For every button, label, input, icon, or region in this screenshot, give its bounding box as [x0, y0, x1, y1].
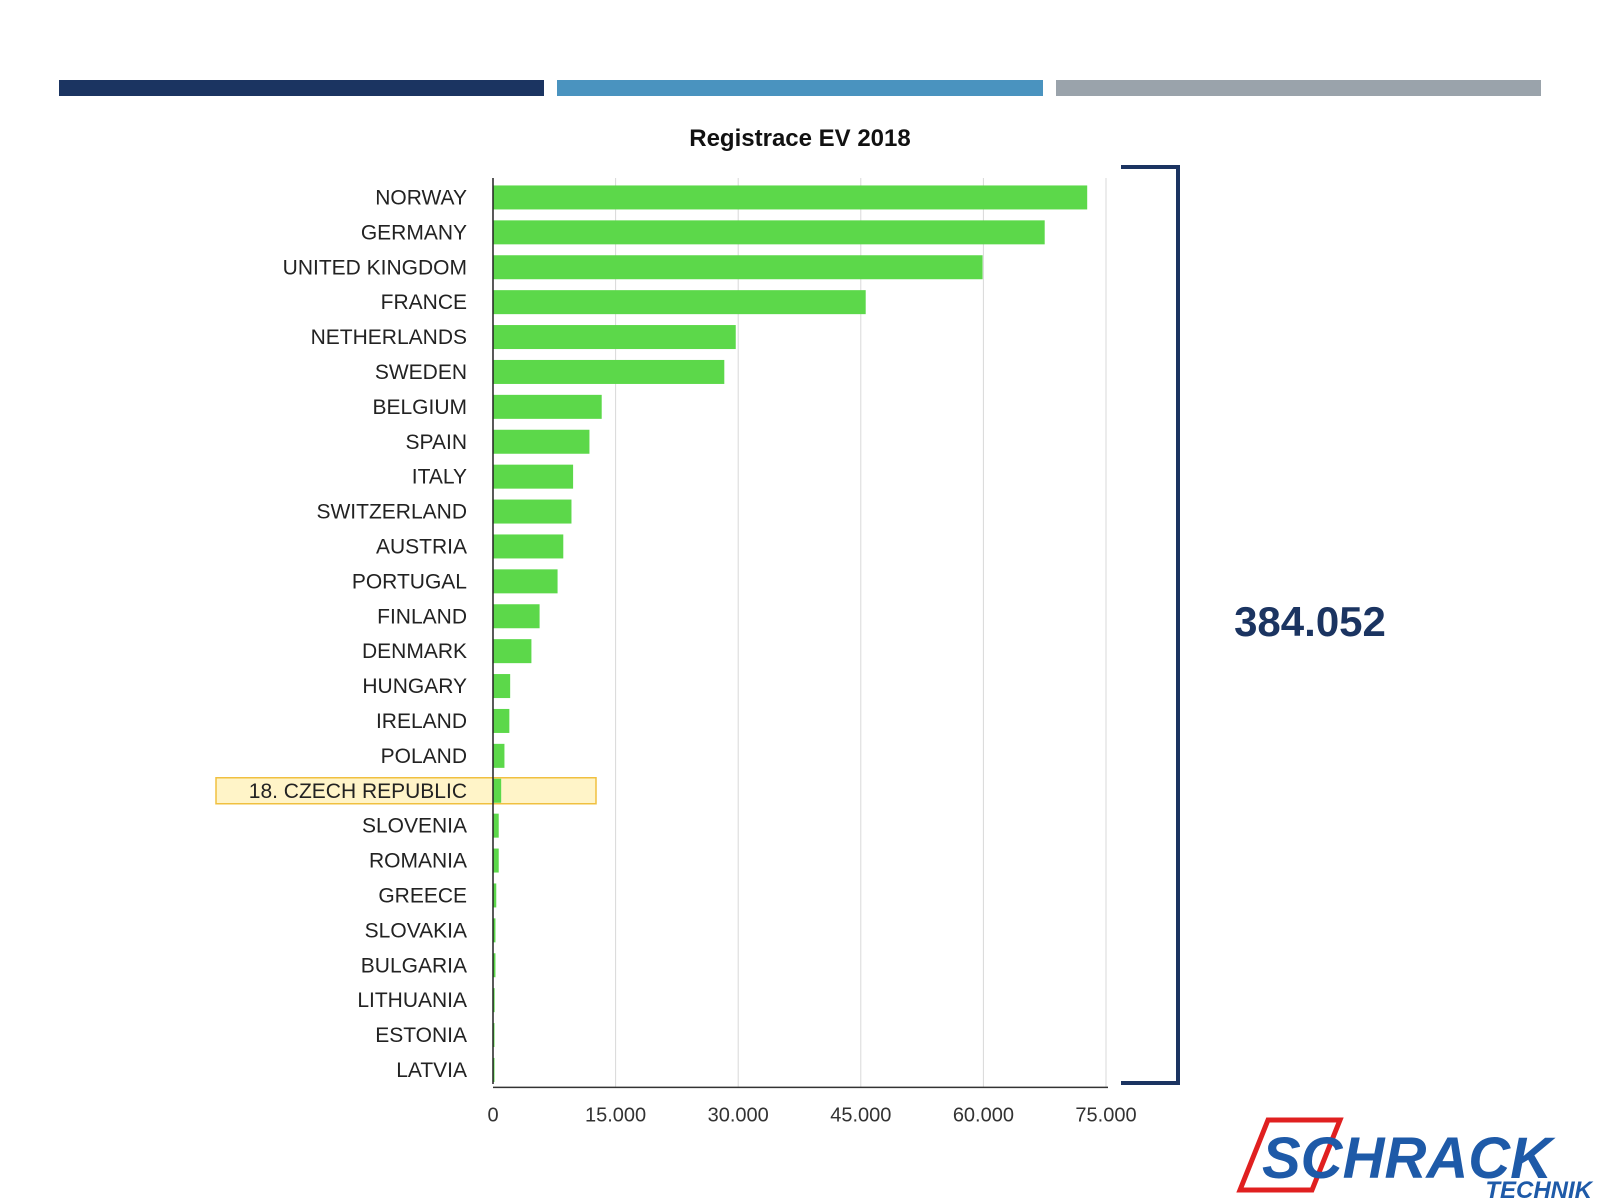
x-tick-label: 0	[487, 1104, 498, 1126]
chart-title: Registrace EV 2018	[689, 125, 910, 152]
bar	[493, 708, 510, 733]
category-label: ITALY	[412, 466, 467, 489]
header-bar-gray	[1056, 80, 1541, 96]
category-label: ESTONIA	[375, 1024, 467, 1047]
category-label: FRANCE	[381, 291, 467, 314]
x-tick-label: 30.000	[708, 1104, 769, 1126]
bar	[493, 988, 495, 1013]
x-tick-label: 60.000	[953, 1104, 1014, 1126]
bar	[493, 325, 736, 350]
bar	[493, 883, 497, 908]
bar	[493, 255, 983, 280]
header-bar-light-blue	[557, 80, 1043, 96]
highlight-layer	[215, 777, 597, 805]
category-label: PORTUGAL	[352, 570, 467, 593]
bar	[493, 674, 511, 699]
bar	[493, 813, 499, 838]
category-label: LITHUANIA	[357, 989, 467, 1012]
category-label: SLOVENIA	[362, 815, 467, 838]
category-label: BULGARIA	[361, 954, 467, 977]
bar	[493, 604, 540, 629]
category-label: BELGIUM	[372, 396, 467, 419]
category-label: SLOVAKIA	[365, 919, 467, 942]
x-axis-ticks: 0 15.000 30.000 45.000 60.000 75.000	[487, 1086, 1137, 1126]
category-label: SWITZERLAND	[316, 501, 467, 524]
category-label: LATVIA	[396, 1059, 467, 1082]
total-value: 384.052	[1234, 598, 1386, 645]
highlight-box	[215, 777, 597, 805]
gridlines	[615, 178, 1107, 1088]
bar	[493, 639, 532, 664]
category-labels: NORWAY GERMANY UNITED KINGDOM FRANCE NETHERL…	[249, 186, 467, 1081]
bar	[493, 464, 574, 489]
bar	[493, 534, 564, 559]
bar	[493, 569, 558, 594]
logo-wordmark: SCHRACK	[1262, 1126, 1556, 1191]
category-label: UNITED KINGDOM	[283, 256, 467, 279]
bar	[493, 429, 590, 454]
category-label: NORWAY	[375, 186, 467, 209]
category-label: 18. CZECH REPUBLIC	[249, 780, 467, 803]
category-label: AUSTRIA	[376, 535, 467, 558]
category-label: SWEDEN	[375, 361, 467, 384]
schrack-logo: SCHRACK TECHNIK	[1236, 1117, 1594, 1200]
bar	[493, 394, 602, 419]
logo-subtitle: TECHNIK	[1485, 1177, 1593, 1200]
bar	[493, 499, 572, 524]
bar	[493, 848, 499, 873]
bar	[493, 918, 496, 943]
bar	[493, 185, 1088, 210]
bar	[493, 743, 505, 768]
x-tick-label: 75.000	[1075, 1104, 1136, 1126]
category-label: GREECE	[378, 884, 467, 907]
bar	[493, 359, 725, 384]
category-label: NETHERLANDS	[311, 326, 467, 349]
header-bar-dark-blue	[59, 80, 544, 96]
bars	[493, 185, 1088, 1082]
category-label: IRELAND	[376, 710, 467, 733]
category-label: FINLAND	[377, 605, 467, 628]
x-tick-label: 15.000	[585, 1104, 646, 1126]
bar	[493, 778, 502, 803]
x-tick-label: 45.000	[830, 1104, 891, 1126]
category-label: SPAIN	[406, 431, 467, 454]
total-bracket	[1121, 165, 1180, 1085]
category-label: POLAND	[381, 745, 467, 768]
bar	[493, 220, 1045, 245]
bar	[493, 290, 866, 315]
category-label: DENMARK	[362, 640, 467, 663]
category-label: ROMANIA	[369, 850, 467, 873]
bar	[493, 953, 496, 978]
category-label: GERMANY	[361, 221, 467, 244]
category-label: HUNGARY	[362, 675, 467, 698]
